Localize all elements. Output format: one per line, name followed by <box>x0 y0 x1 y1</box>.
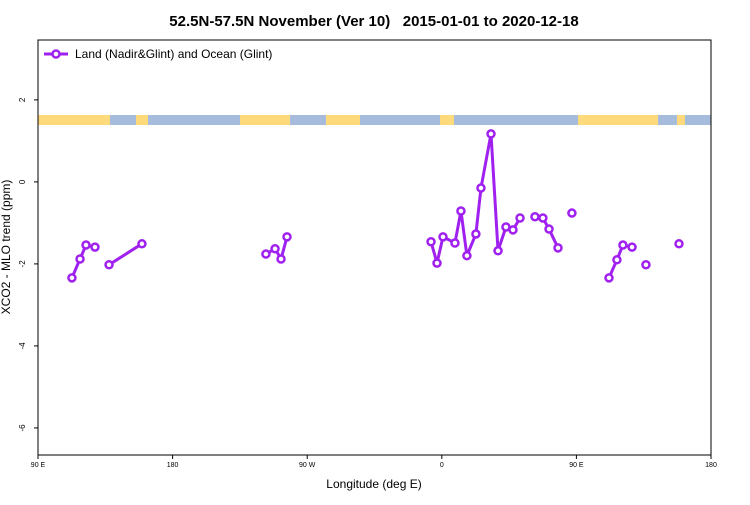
y-tick-label: 0 <box>18 179 27 184</box>
y-tick-label: 2 <box>18 97 27 102</box>
x-tick-label: 180 <box>167 462 179 469</box>
data-point <box>612 255 622 265</box>
x-tick-label: 90 E <box>569 462 584 469</box>
data-point <box>432 258 442 268</box>
data-point <box>450 238 460 248</box>
data-point <box>486 129 496 139</box>
x-tick-label: 90 W <box>299 462 316 469</box>
data-point <box>544 224 554 234</box>
y-tick-label: -2 <box>18 260 27 268</box>
data-point <box>75 254 85 264</box>
plot-frame <box>37 39 712 456</box>
x-tick-label: 90 E <box>31 462 46 469</box>
legend-label: Land (Nadir&Glint) and Ocean (Glint) <box>75 47 272 61</box>
data-line <box>72 134 679 278</box>
data-point <box>508 225 518 235</box>
y-axis-label: XCO2 - MLO trend (ppm) <box>0 180 13 315</box>
data-point <box>471 229 481 239</box>
data-point <box>81 240 91 250</box>
data-point <box>438 232 448 242</box>
data-point <box>90 242 100 252</box>
x-tick-label: 0 <box>440 462 444 469</box>
data-point <box>567 208 577 218</box>
y-tick-label: -6 <box>18 424 27 432</box>
data-point <box>618 240 628 250</box>
legend-marker <box>51 49 61 59</box>
data-point <box>462 250 472 261</box>
data-point <box>261 249 271 259</box>
x-axis-label: Longitude (deg E) <box>326 477 421 491</box>
data-point <box>67 273 77 283</box>
data-point <box>426 237 436 247</box>
data-point <box>515 213 525 223</box>
y-tick-label: -4 <box>18 342 27 350</box>
x-tick-label: 180 <box>705 462 717 469</box>
data-point <box>553 243 563 253</box>
data-point <box>627 242 637 252</box>
data-point <box>137 239 147 249</box>
data-point <box>493 246 503 256</box>
data-point <box>530 211 540 222</box>
data-point <box>476 183 486 193</box>
data-point <box>270 243 280 254</box>
data-point <box>604 273 614 283</box>
chart-title: 52.5N-57.5N November (Ver 10) 2015-01-01… <box>169 13 578 30</box>
data-point <box>456 206 466 216</box>
data-point <box>538 213 548 223</box>
land-ocean-strip <box>38 115 711 125</box>
data-point <box>104 259 114 270</box>
data-point <box>282 232 292 242</box>
data-point <box>641 259 651 270</box>
data-point <box>674 239 684 249</box>
data-point <box>276 254 286 264</box>
